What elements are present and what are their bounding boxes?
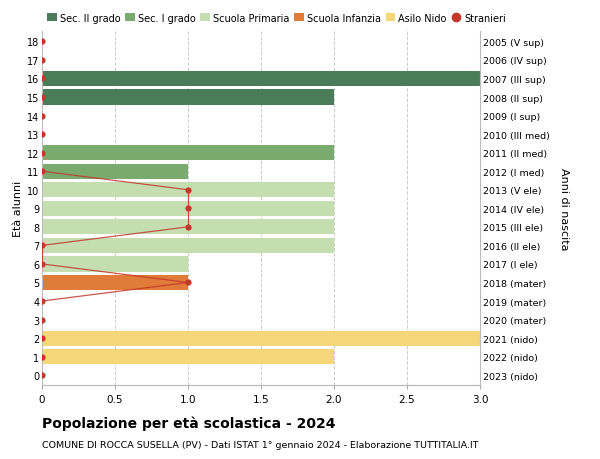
Bar: [42, 275, 188, 291]
Y-axis label: Anni di nascita: Anni di nascita: [559, 168, 569, 250]
Bar: [42, 72, 480, 87]
Bar: [42, 164, 188, 179]
Bar: [42, 349, 334, 364]
Legend: Sec. II grado, Sec. I grado, Scuola Primaria, Scuola Infanzia, Asilo Nido, Stran: Sec. II grado, Sec. I grado, Scuola Prim…: [47, 14, 506, 24]
Text: COMUNE DI ROCCA SUSELLA (PV) - Dati ISTAT 1° gennaio 2024 - Elaborazione TUTTITA: COMUNE DI ROCCA SUSELLA (PV) - Dati ISTA…: [42, 440, 479, 449]
Text: Popolazione per età scolastica - 2024: Popolazione per età scolastica - 2024: [42, 415, 335, 430]
Bar: [42, 201, 334, 217]
Bar: [42, 238, 334, 253]
Bar: [42, 220, 334, 235]
Bar: [42, 183, 334, 198]
Bar: [42, 331, 480, 346]
Bar: [42, 146, 334, 161]
Y-axis label: Età alunni: Età alunni: [13, 181, 23, 237]
Bar: [42, 90, 334, 106]
Bar: [42, 257, 188, 272]
